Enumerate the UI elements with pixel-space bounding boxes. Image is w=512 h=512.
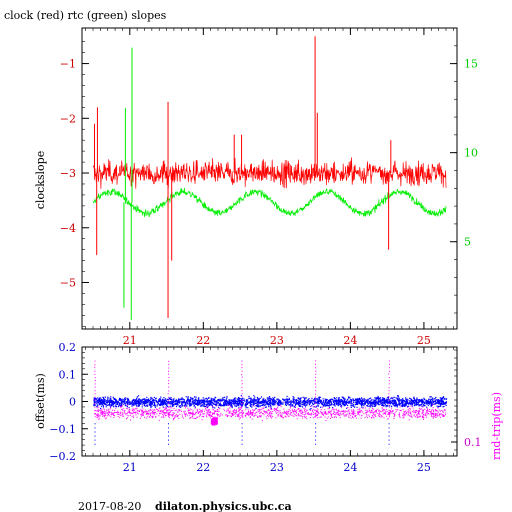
bottom-left-tick-label: 0.2: [59, 341, 77, 354]
bottom-left-tick-label: −0.1: [49, 423, 76, 436]
bottom-x-tick-label: 23: [270, 461, 284, 474]
bottom-axes: 0.2 0.1 0 −0.1 −0.2 0.1 21 22 23 24 25: [49, 341, 481, 474]
top-traces: [92, 36, 447, 321]
top-chart-panel: −1 −2 −3 −4 −5 5 10 15 21 22 23 24 25 clockslope: [34, 27, 478, 347]
chart-title: clock (red) rtc (green) slopes: [4, 9, 167, 22]
series-clock-line: [92, 157, 447, 189]
bottom-x-tick-label: 25: [417, 461, 431, 474]
top-left-tick-label: −2: [60, 112, 76, 125]
top-x-tick-label: 21: [123, 334, 137, 347]
top-x-tick-label: 24: [343, 334, 357, 347]
bottom-left-tick-label: −0.2: [49, 450, 76, 463]
top-right-tick-label: 10: [464, 147, 478, 160]
bottom-chart-panel: 0.20.10−0.1−0.20.121 22 23 24 25 offset(ms) …: [34, 341, 503, 474]
top-x-tick-label: 23: [270, 334, 284, 347]
bottom-x-tick-label: 21: [123, 461, 137, 474]
top-left-tick-label: −3: [60, 167, 76, 180]
series-rtc-line: [92, 187, 447, 218]
y-axis-label-clockslope: clockslope: [34, 151, 47, 209]
bottom-left-tick-label: 0: [69, 396, 76, 409]
top-right-tick-label: 15: [464, 58, 478, 71]
bottom-left-tick-label: 0.1: [59, 368, 77, 381]
top-x-tick-label: 22: [196, 334, 210, 347]
y2-axis-label-rndtrip: rnd-trip(ms): [490, 392, 503, 460]
footer-date: 2017-08-20: [78, 500, 141, 512]
series-offset-points: [93, 395, 448, 445]
top-left-tick-label: −4: [60, 222, 76, 235]
bottom-x-tick-label: 24: [343, 461, 357, 474]
bottom-right-tick-label: 0.1: [464, 436, 482, 449]
series-rndtrip-points: [94, 360, 447, 426]
bottom-x-tick-label: 22: [196, 461, 210, 474]
top-left-tick-label: −5: [60, 276, 76, 289]
top-right-tick-label: 5: [464, 236, 471, 249]
top-x-tick-label: 25: [417, 334, 431, 347]
top-left-tick-label: −1: [60, 58, 76, 71]
bottom-traces: [93, 360, 448, 445]
y-axis-label-offset: offset(ms): [34, 373, 47, 429]
top-axes: −1 −2 −3 −4 −5 5 10 15 21 22 23 24 25: [60, 28, 478, 347]
footer-host: dilaton.physics.ubc.ca: [155, 500, 292, 512]
